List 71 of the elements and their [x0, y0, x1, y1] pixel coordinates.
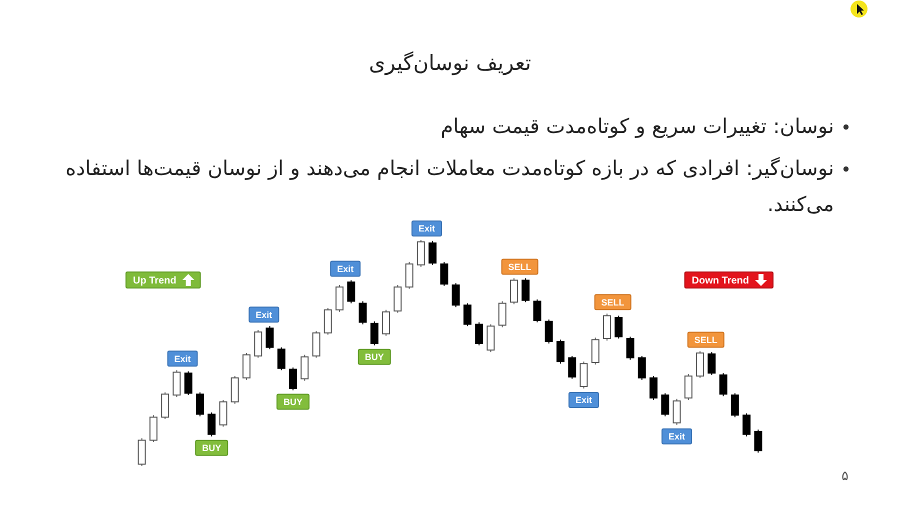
candlestick: [754, 429, 762, 454]
candlestick: [568, 355, 576, 380]
candlestick: [324, 308, 332, 336]
candlestick: [696, 350, 704, 378]
candlestick: [638, 355, 646, 380]
candlestick: [603, 313, 611, 342]
annotation: Up Trend: [133, 276, 176, 286]
candlestick: [347, 280, 356, 304]
candlestick: [522, 278, 530, 303]
annotation: Exit: [418, 224, 435, 234]
candlestick: [708, 352, 716, 376]
candlestick: [161, 392, 170, 420]
candlestick: [452, 282, 460, 308]
candlestick: [370, 320, 378, 346]
candlestick: [684, 374, 692, 401]
candlestick: [556, 339, 564, 364]
candlestick: [626, 336, 634, 360]
annotation: Exit: [256, 310, 272, 320]
candlestick: [428, 240, 437, 266]
annotation: BUY: [202, 443, 222, 454]
candlestick: [650, 376, 658, 401]
candlestick: [405, 261, 414, 290]
annotation: SELL: [508, 262, 532, 272]
candlestick: [719, 372, 728, 397]
candlestick: [510, 278, 518, 305]
candlestick: [730, 392, 739, 418]
candlestick: [184, 370, 192, 396]
candlestick: [382, 309, 390, 336]
annotation: Exit: [668, 432, 686, 442]
candlestick: [358, 300, 367, 325]
chart-subtitle: نوسان: تغییرات سریع و کوتاه‌مدت قیمت سهام نوسان‌گیر: افرادی که در بازه کوتاه‌مدت معاملات انجام می‌دهند و از نوسان قیمت‌ها استفاده می‌کنند.: [66, 114, 834, 216]
candlestick: [533, 298, 542, 323]
annotation: Exit: [575, 395, 592, 406]
candlestick: [172, 370, 181, 398]
annotation: Down Trend: [692, 276, 750, 286]
candlestick: [440, 261, 448, 286]
candlestick: [300, 354, 309, 382]
candlestick: [266, 326, 274, 350]
candlestick: [672, 398, 681, 426]
candlestick: [230, 376, 239, 404]
candlestick: [416, 240, 425, 268]
annotation: Exit: [337, 264, 354, 274]
annotation: SELL: [601, 297, 625, 308]
candlestick: [242, 352, 250, 380]
candlestick: [149, 414, 158, 443]
candlestick: [742, 412, 751, 437]
candlestick: [463, 302, 472, 327]
candlestick: [208, 412, 216, 437]
candlestick: [614, 315, 623, 340]
candlestick: [544, 319, 553, 344]
annotation: Exit: [174, 354, 191, 364]
candlestick: [219, 400, 228, 428]
candlestick: [661, 392, 670, 417]
candlestick: [394, 284, 402, 314]
candlestick: [277, 346, 286, 371]
candlestick: [336, 284, 344, 312]
chart-title: تعریف نوسان‌گیری: [368, 51, 532, 76]
text: ۵: [842, 469, 849, 484]
candlestick: [138, 438, 146, 466]
candlestick: [591, 337, 600, 366]
candlestick: [498, 300, 506, 328]
annotation: SELL: [694, 334, 718, 345]
annotation: BUY: [283, 396, 303, 407]
candlestick: [289, 366, 297, 391]
candlestick: [580, 361, 588, 389]
candlestick: [312, 330, 320, 358]
annotation: BUY: [364, 352, 384, 362]
candlestick: [196, 392, 204, 417]
candlestick: [254, 329, 262, 358]
candlestick: [475, 322, 484, 346]
candlestick: [486, 324, 495, 353]
